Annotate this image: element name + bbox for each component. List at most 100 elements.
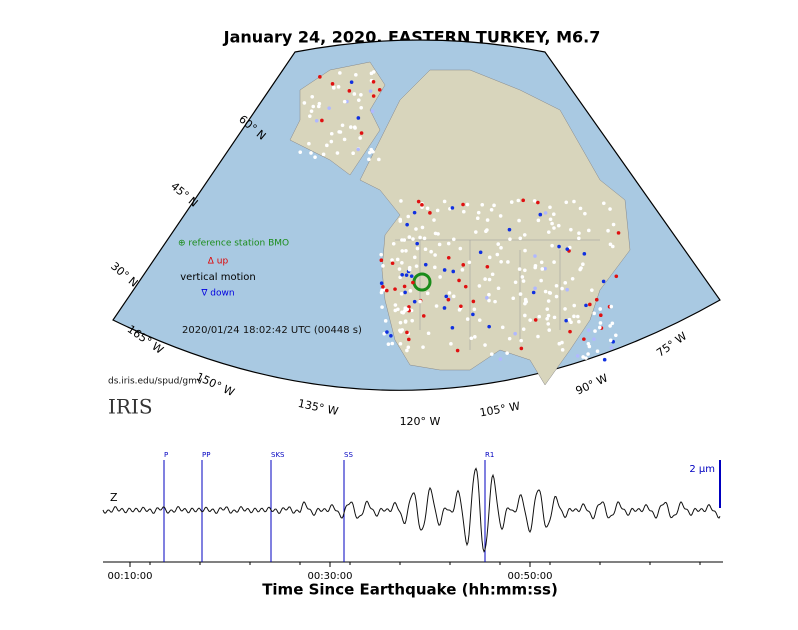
station [451, 294, 456, 299]
station [540, 267, 545, 271]
station [449, 342, 453, 346]
station [446, 256, 451, 260]
station [370, 109, 375, 114]
legend-down: ∇ down [200, 289, 234, 299]
station [560, 286, 564, 291]
station [351, 151, 355, 155]
station [582, 252, 587, 256]
station [403, 319, 408, 323]
station [421, 314, 426, 318]
station [577, 236, 581, 241]
station [309, 109, 314, 113]
station [450, 325, 455, 330]
station [400, 238, 404, 242]
station [543, 211, 548, 215]
station [407, 235, 412, 239]
station [423, 247, 428, 252]
station [547, 290, 552, 295]
station [451, 269, 456, 274]
station [379, 281, 384, 286]
station [335, 151, 340, 155]
station [495, 252, 500, 257]
time-tick-label: 00:10:00 [108, 571, 153, 582]
station [359, 105, 363, 110]
station [598, 307, 603, 311]
station [471, 312, 475, 317]
station [380, 288, 384, 293]
station [480, 202, 485, 207]
station [406, 214, 411, 219]
station [418, 299, 422, 304]
station [556, 223, 561, 228]
station [356, 98, 361, 102]
station [359, 131, 364, 135]
station [522, 233, 527, 237]
station [560, 348, 565, 352]
station [404, 248, 408, 253]
station [610, 244, 615, 249]
station [520, 275, 525, 279]
station [422, 236, 427, 241]
lon-label: 120° W [400, 415, 441, 428]
station [536, 218, 541, 223]
station [400, 272, 404, 277]
station [371, 79, 376, 84]
station [595, 349, 600, 354]
station [338, 71, 342, 75]
station [354, 73, 358, 77]
station [500, 325, 505, 330]
station [330, 82, 335, 86]
station [342, 99, 347, 104]
station [398, 320, 403, 325]
station [546, 230, 551, 234]
station [446, 297, 451, 302]
station [594, 297, 599, 302]
phase-label: R1 [485, 451, 494, 459]
station [368, 89, 373, 93]
station [592, 311, 596, 316]
station [463, 284, 468, 289]
station [460, 268, 465, 272]
station [308, 114, 312, 118]
station [608, 242, 613, 247]
station [546, 322, 551, 326]
station [318, 75, 322, 79]
station [533, 254, 537, 258]
station [379, 252, 383, 257]
station [565, 287, 569, 292]
logo: IRIS [108, 395, 153, 419]
station [461, 209, 466, 214]
station [523, 313, 527, 318]
station [320, 118, 324, 123]
station [597, 325, 602, 330]
station [489, 207, 494, 212]
waveform [102, 467, 721, 553]
station [606, 228, 610, 233]
station [616, 231, 621, 235]
station [405, 330, 409, 335]
station [399, 329, 403, 334]
station [496, 286, 501, 291]
phase-label: SKS [271, 451, 285, 459]
station [487, 292, 491, 297]
station [499, 246, 503, 250]
station [572, 314, 576, 319]
station [517, 267, 522, 271]
station [487, 298, 491, 303]
station [578, 267, 582, 272]
station [492, 203, 496, 208]
station [420, 203, 424, 207]
station [519, 346, 524, 351]
station [602, 201, 606, 206]
station [469, 336, 474, 341]
station [586, 328, 591, 332]
station [575, 354, 580, 358]
station [358, 136, 362, 140]
time-tick-label: 00:50:00 [508, 571, 553, 582]
station [414, 264, 419, 268]
station [484, 229, 488, 234]
station [519, 338, 523, 343]
stations [298, 70, 621, 362]
station [390, 261, 395, 266]
